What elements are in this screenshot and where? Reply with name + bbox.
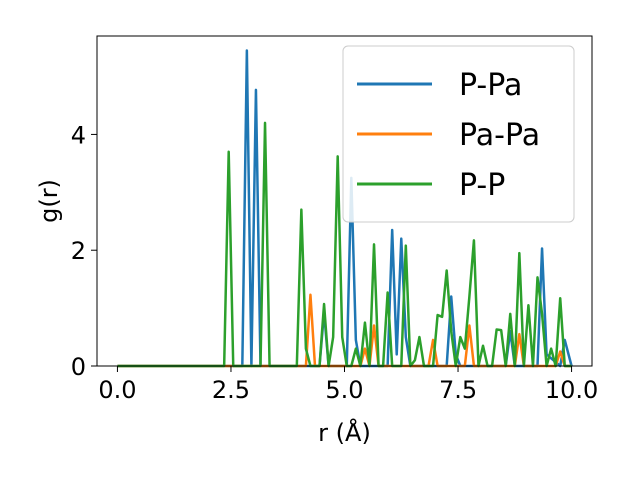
legend-label: P-P	[459, 168, 505, 203]
x-tick-label: 5.0	[325, 376, 363, 404]
legend-label: Pa-Pa	[459, 118, 540, 153]
x-tick-label: 10.0	[545, 376, 598, 404]
y-tick-label: 4	[71, 121, 86, 149]
x-tick-label: 7.5	[439, 376, 477, 404]
x-tick-label: 0.0	[98, 376, 136, 404]
y-tick-label: 0	[71, 353, 86, 381]
y-tick-label: 2	[71, 237, 86, 265]
legend-label: P-Pa	[459, 68, 522, 103]
x-tick-label: 2.5	[212, 376, 250, 404]
x-axis-ticks: 0.0 2.5 5.0 7.5 10.0	[98, 366, 598, 404]
y-axis-label: g(r)	[35, 179, 63, 223]
series-line-2	[117, 121, 572, 368]
y-axis-ticks: 0 2 4	[71, 121, 97, 381]
x-axis-label: r (Å)	[318, 418, 371, 447]
legend-box	[342, 45, 575, 223]
legend: P-Pa Pa-Pa P-P	[342, 45, 575, 223]
